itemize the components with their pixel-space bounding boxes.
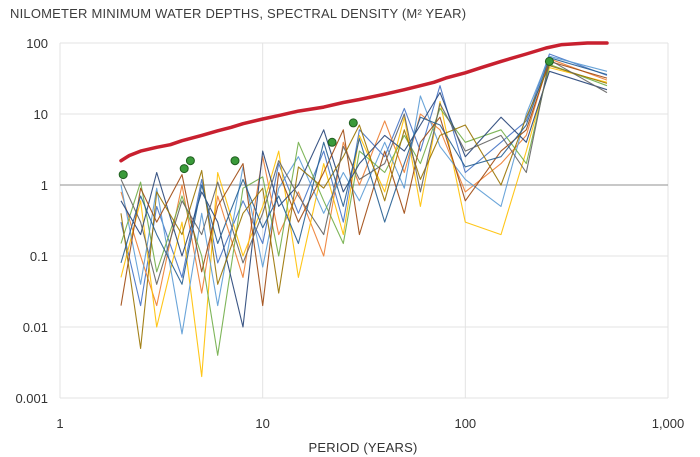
threshold-line [119,41,609,163]
peak-marker [179,164,189,174]
x-tick-label: 100 [454,416,476,431]
grid [59,42,669,399]
y-tick-label: 0.001 [15,391,48,406]
series-lines [120,53,608,378]
chart-title: NILOMETER MINIMUM WATER DEPTHS, SPECTRAL… [10,6,467,21]
peak-marker [327,137,337,147]
y-tick-label: 100 [26,36,48,51]
peak-marker [118,170,128,180]
peak-marker [230,156,240,166]
peak-marker [544,56,554,66]
y-tick-label: 0.01 [23,320,48,335]
series-line [120,60,608,307]
series-line [120,67,608,378]
x-axis-title: PERIOD (YEARS) [309,440,418,455]
threshold-curve [119,41,609,163]
y-tick-label: 0.1 [30,249,48,264]
series-line [120,63,608,356]
peak-marker [348,118,358,128]
peak-marker [185,156,195,166]
series-line [120,57,608,285]
x-tick-label: 1 [56,416,63,431]
tick-labels: 1 10 100 1,000 0.001 0.01 0.1 1 10 100 [15,36,684,431]
x-tick-label: 10 [255,416,269,431]
y-tick-label: 1 [41,178,48,193]
y-tick-label: 10 [34,107,48,122]
series-line [120,53,608,307]
series-line [120,59,608,285]
peak-markers [118,56,554,180]
x-tick-label: 1,000 [652,416,685,431]
series-line [120,65,608,349]
